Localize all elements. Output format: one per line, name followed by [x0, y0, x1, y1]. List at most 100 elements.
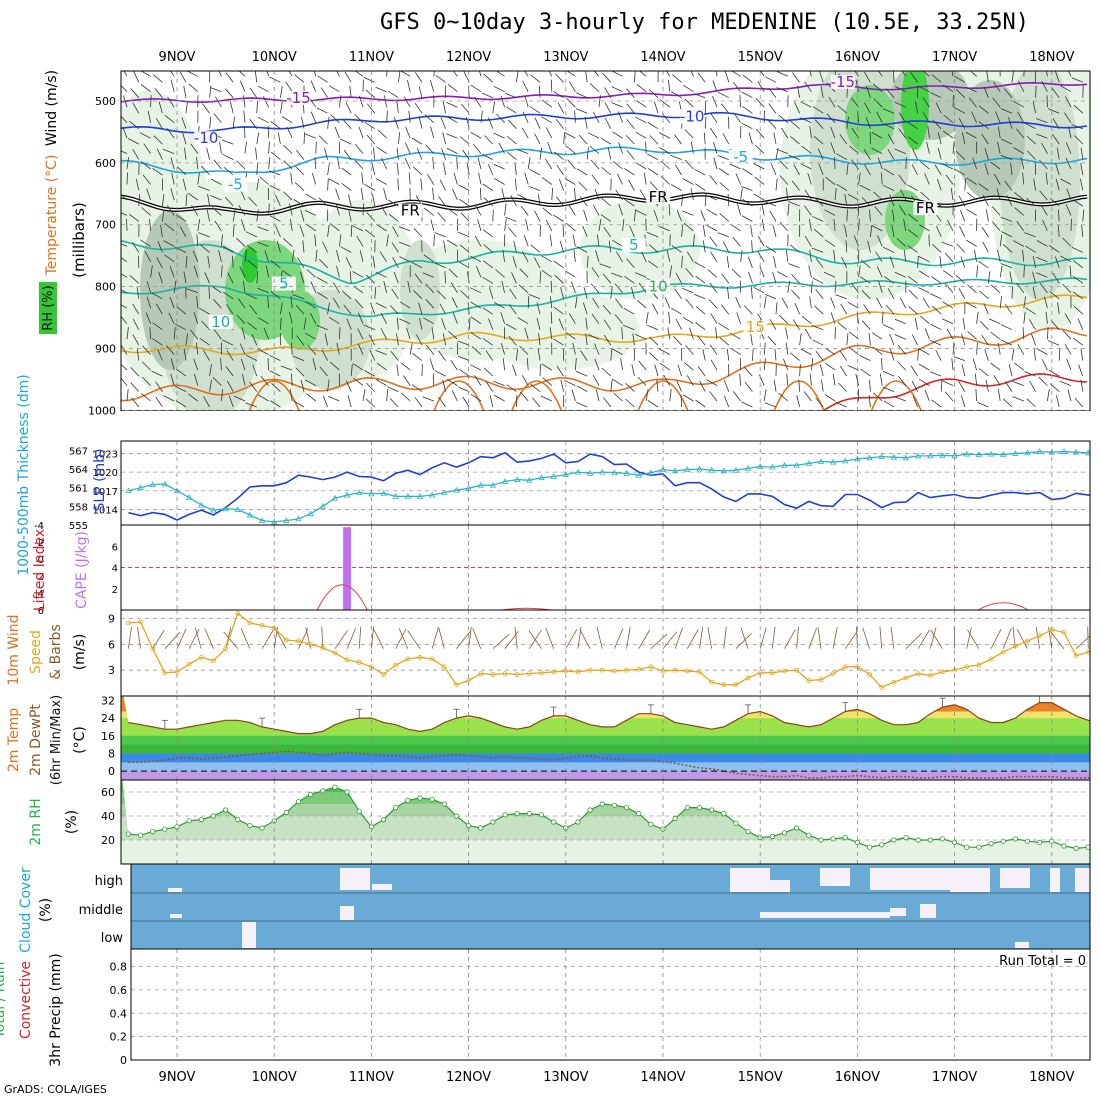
wind-barb [196, 296, 199, 309]
thickness-marker [927, 452, 934, 459]
wind-barb [965, 132, 977, 139]
wind-barb [209, 116, 212, 129]
wind-barb [489, 287, 494, 299]
wind-barb [152, 167, 163, 176]
wind-barb [791, 274, 800, 284]
wind-barb [386, 234, 389, 247]
wind-barb [918, 378, 930, 386]
wind-barb [1067, 389, 1072, 402]
barb-10m [1012, 626, 1016, 649]
wind-barb [510, 195, 517, 207]
wind-barb [654, 101, 659, 114]
wind-barb [889, 349, 895, 361]
wind-barb [223, 166, 234, 176]
wind-barb [879, 373, 883, 386]
wind-barb [327, 379, 330, 392]
wind-barb [978, 368, 989, 377]
li-tick-label: -2 [34, 538, 44, 549]
thickness-marker [550, 473, 557, 479]
wind-barb [505, 323, 517, 331]
wind-barb [830, 126, 836, 139]
wind-barb [574, 110, 576, 123]
wind-marker [782, 668, 787, 674]
wind-barb [554, 151, 564, 160]
precip-tick-label: 0.4 [110, 1007, 128, 1020]
wind-barb [685, 267, 694, 278]
wind-barb [755, 145, 765, 154]
wind-barb [635, 209, 647, 216]
wind-barb [710, 251, 718, 263]
barb-10m [407, 630, 421, 649]
wind-barb [571, 389, 576, 402]
clear-sky-cell [1015, 942, 1029, 948]
temp-plot [121, 696, 1090, 780]
wind-barb [883, 276, 895, 284]
wind-barb [179, 71, 187, 83]
wind-barb [238, 204, 246, 216]
wind-barb [645, 141, 647, 154]
y-tick-label: 800 [95, 281, 116, 294]
wind-barb [801, 145, 812, 154]
wind-barb [507, 119, 517, 129]
wind-barb [1003, 88, 1013, 98]
wind-barb [332, 282, 340, 294]
wind-barb [530, 383, 541, 392]
rh-marker [1061, 843, 1067, 849]
wind-barb [675, 318, 682, 330]
wind-barb [1052, 118, 1060, 129]
wind-barb [868, 333, 871, 346]
thickness-marker [210, 506, 217, 513]
wind-barb [1066, 188, 1072, 201]
wind-barb [971, 111, 977, 123]
wind-barb [221, 389, 223, 402]
wind-barb [136, 286, 140, 299]
wind-barb [741, 91, 753, 99]
wind-barb [522, 80, 529, 92]
wind-barb [565, 145, 576, 154]
credit-label: GrADS: COLA/IGES [4, 1083, 107, 1096]
wind-barb [192, 250, 199, 262]
wind-barb [380, 204, 387, 216]
wind-barb [493, 380, 505, 386]
wind-barb [259, 176, 269, 185]
wind-barb [918, 348, 930, 355]
cape-tick-label: 4 [112, 564, 118, 575]
thickness-marker [368, 490, 375, 497]
wind-barb [832, 373, 836, 386]
wind-barb [847, 302, 859, 309]
wind-barb [352, 225, 364, 232]
wind-barb [937, 147, 942, 160]
wind-barb [790, 120, 800, 130]
wind-barb [697, 335, 706, 346]
thickness-marker [854, 455, 861, 462]
temp-band [121, 771, 1090, 780]
wind-barb [129, 120, 140, 130]
wind-barb [683, 222, 694, 232]
wind-barb [364, 184, 376, 191]
wind-barb [825, 362, 836, 371]
wind-marker [1037, 633, 1043, 639]
wind-barb [757, 235, 765, 247]
wind-barb [524, 327, 529, 340]
wind-barb [314, 234, 317, 247]
wind-barb [867, 240, 871, 253]
barb-10m [735, 632, 752, 649]
wind-barb [797, 85, 800, 98]
wind-barb [256, 271, 259, 284]
wind-barb [482, 276, 494, 284]
wind-barb [505, 216, 517, 222]
thickness-marker [599, 468, 606, 475]
wind-barb [1062, 283, 1072, 294]
wind-barb [961, 364, 966, 377]
wind-barb [981, 334, 989, 346]
wind-barb [283, 191, 293, 201]
barb-10m [298, 628, 309, 649]
ylabel-lifted-index: Lifted Index [32, 529, 48, 611]
wind-barb [955, 274, 966, 284]
wind-barb [512, 256, 517, 268]
rh-marker [672, 815, 678, 822]
wind-barb [669, 389, 672, 402]
wind-barb [1057, 209, 1060, 222]
thickness-marker [125, 487, 132, 494]
wind-barb [513, 240, 517, 253]
